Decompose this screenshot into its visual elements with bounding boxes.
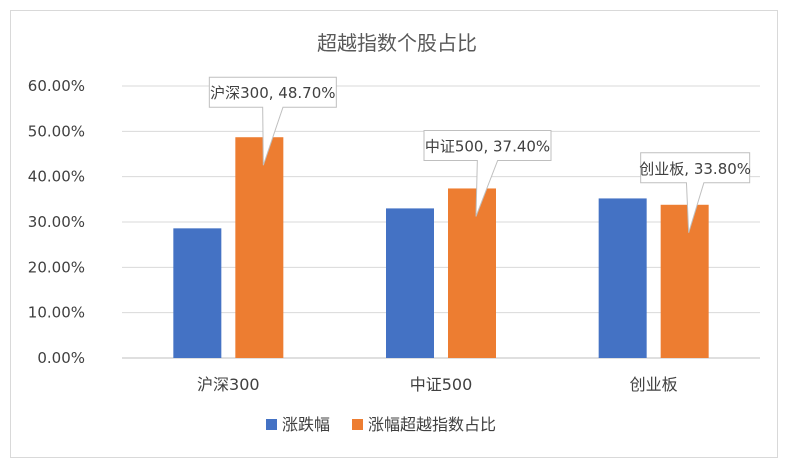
y-tick-label: 60.00% <box>28 77 85 95</box>
legend-swatch <box>266 419 277 430</box>
bar <box>386 208 434 358</box>
legend-swatch <box>352 419 363 430</box>
y-tick-label: 10.00% <box>28 304 85 322</box>
data-callout <box>208 76 337 166</box>
x-tick-label: 创业板 <box>630 375 678 394</box>
y-tick-label: 30.00% <box>28 213 85 231</box>
legend-label: 涨幅超越指数占比 <box>368 415 496 434</box>
data-label: 中证500, 37.40% <box>425 137 550 155</box>
data-callout <box>423 129 552 217</box>
x-tick-label: 沪深300 <box>197 375 260 394</box>
bar <box>448 188 496 358</box>
data-label: 创业板, 33.80% <box>639 160 751 178</box>
data-label: 沪深300, 48.70% <box>210 84 335 102</box>
x-tick-label: 中证500 <box>410 375 473 394</box>
bar <box>660 204 709 358</box>
bar <box>173 228 222 358</box>
legend-label: 涨跌幅 <box>282 415 330 434</box>
y-tick-label: 0.00% <box>37 349 85 367</box>
data-callout <box>640 152 751 233</box>
bar <box>598 198 647 358</box>
chart-title: 超越指数个股占比 <box>317 31 477 55</box>
y-tick-label: 40.00% <box>28 168 85 186</box>
y-tick-label: 20.00% <box>28 258 85 276</box>
y-tick-label: 50.00% <box>28 122 85 140</box>
bar <box>235 137 284 358</box>
